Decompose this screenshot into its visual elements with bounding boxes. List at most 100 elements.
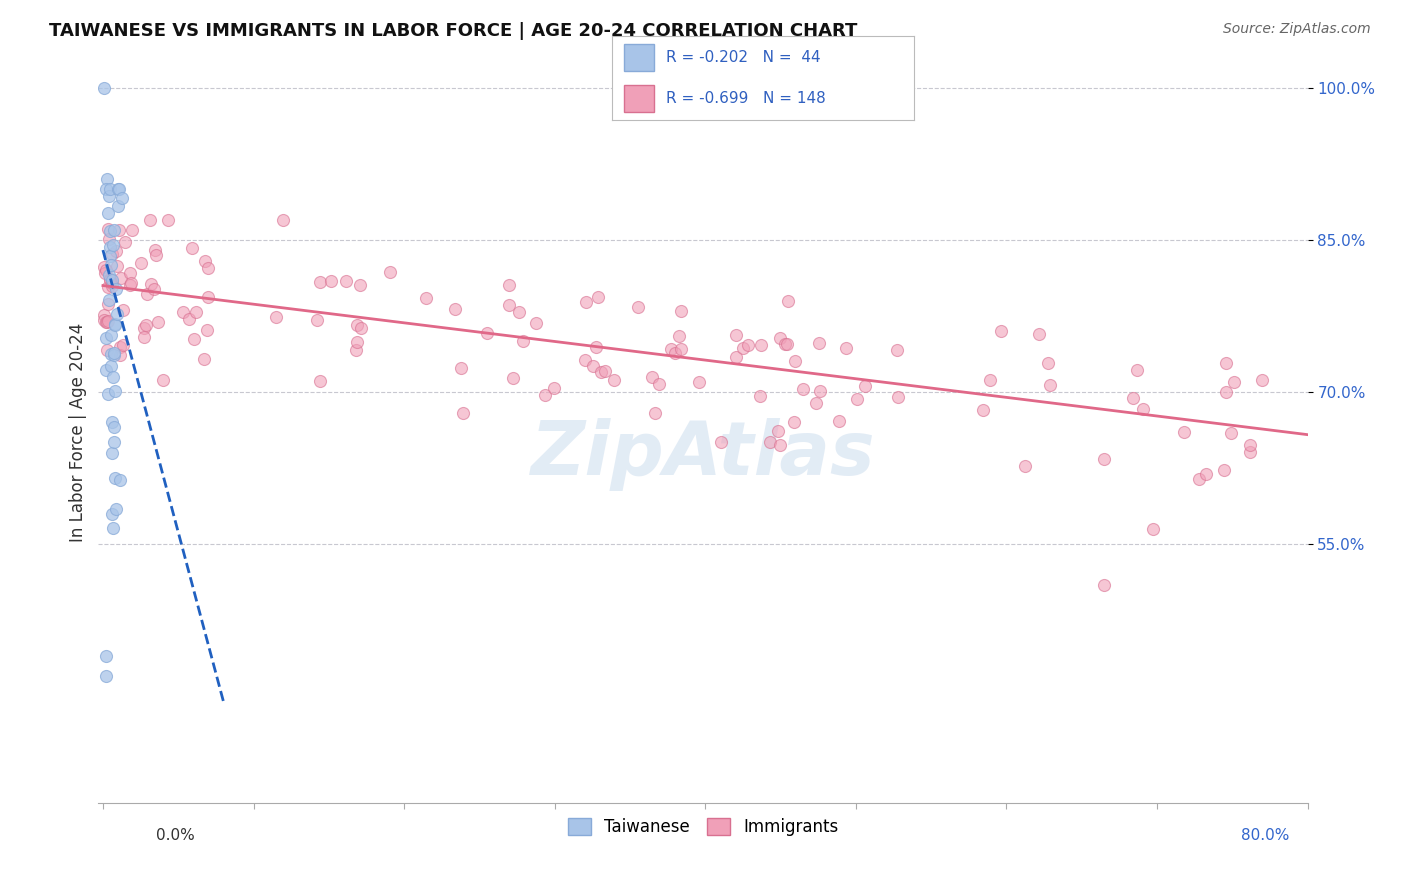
Point bbox=[450, 361, 472, 376]
Point bbox=[886, 343, 908, 358]
Point bbox=[589, 365, 612, 379]
Point bbox=[156, 212, 179, 227]
Point bbox=[96, 263, 118, 277]
Point bbox=[96, 343, 118, 357]
Point bbox=[193, 352, 215, 367]
Point bbox=[990, 324, 1012, 338]
Point bbox=[104, 470, 127, 484]
Point bbox=[108, 473, 131, 487]
Point bbox=[129, 255, 152, 269]
Point bbox=[475, 326, 498, 341]
Point bbox=[508, 305, 530, 319]
Point bbox=[98, 182, 121, 196]
Point bbox=[1195, 467, 1218, 481]
Point bbox=[758, 435, 780, 450]
Point bbox=[1212, 463, 1234, 477]
Text: Source: ZipAtlas.com: Source: ZipAtlas.com bbox=[1223, 22, 1371, 37]
Point bbox=[112, 302, 135, 317]
Point bbox=[143, 282, 166, 296]
Point bbox=[98, 188, 121, 202]
Point bbox=[1223, 375, 1246, 389]
Point bbox=[100, 359, 122, 373]
Point bbox=[97, 386, 120, 401]
Point bbox=[1251, 373, 1274, 387]
Point bbox=[1092, 578, 1115, 592]
Point bbox=[644, 406, 666, 420]
Point bbox=[103, 223, 125, 237]
Point bbox=[118, 277, 141, 292]
Point bbox=[101, 247, 124, 261]
Point bbox=[94, 362, 117, 376]
Point bbox=[669, 303, 692, 318]
Point bbox=[139, 277, 162, 291]
Point bbox=[349, 277, 371, 292]
Point bbox=[118, 266, 141, 280]
Point bbox=[143, 243, 166, 257]
Point bbox=[1239, 444, 1261, 458]
Point bbox=[335, 274, 357, 288]
Point bbox=[972, 402, 994, 417]
Point bbox=[103, 420, 125, 434]
FancyBboxPatch shape bbox=[624, 85, 654, 112]
Point bbox=[574, 352, 596, 367]
Point bbox=[1039, 377, 1062, 392]
Point bbox=[103, 348, 125, 362]
Point bbox=[502, 371, 524, 385]
Legend: Taiwanese, Immigrants: Taiwanese, Immigrants bbox=[561, 811, 845, 843]
Point bbox=[1014, 459, 1036, 474]
Point bbox=[626, 300, 648, 314]
Point bbox=[94, 669, 117, 683]
Point bbox=[533, 388, 555, 402]
Point bbox=[309, 374, 332, 388]
Point bbox=[834, 341, 856, 355]
Point bbox=[100, 507, 122, 521]
Point bbox=[846, 392, 869, 406]
Point bbox=[769, 438, 792, 452]
Point bbox=[105, 307, 128, 321]
Point bbox=[103, 434, 125, 449]
Point bbox=[104, 384, 127, 398]
Point bbox=[120, 276, 142, 290]
Point bbox=[114, 235, 136, 249]
Point bbox=[94, 182, 117, 196]
Point bbox=[853, 378, 876, 392]
Point bbox=[197, 290, 219, 304]
Text: 0.0%: 0.0% bbox=[156, 828, 195, 843]
Point bbox=[766, 424, 789, 438]
Point bbox=[307, 312, 329, 326]
Point bbox=[98, 224, 121, 238]
Point bbox=[524, 316, 547, 330]
Point bbox=[776, 294, 799, 309]
Point bbox=[731, 341, 754, 355]
Point bbox=[775, 337, 797, 351]
Point bbox=[641, 370, 664, 384]
Point bbox=[647, 377, 669, 392]
Point bbox=[100, 279, 122, 293]
Point bbox=[101, 273, 124, 287]
Point bbox=[104, 244, 127, 259]
Point bbox=[98, 272, 121, 286]
Point bbox=[94, 315, 117, 329]
Point bbox=[97, 222, 120, 236]
Point bbox=[588, 290, 610, 304]
Point bbox=[498, 298, 520, 312]
Point bbox=[979, 373, 1001, 387]
Point bbox=[1188, 472, 1211, 486]
Point bbox=[1125, 362, 1147, 376]
Point bbox=[827, 414, 849, 428]
Point bbox=[195, 323, 218, 337]
Point bbox=[94, 266, 117, 280]
Point bbox=[108, 340, 131, 354]
Point bbox=[264, 310, 287, 324]
Point bbox=[145, 248, 167, 262]
Point bbox=[1028, 327, 1050, 342]
Y-axis label: In Labor Force | Age 20-24: In Labor Force | Age 20-24 bbox=[69, 323, 87, 542]
Point bbox=[378, 265, 401, 279]
Point bbox=[172, 305, 194, 319]
Point bbox=[574, 295, 596, 310]
Point bbox=[808, 384, 831, 398]
Point bbox=[585, 340, 607, 354]
Point bbox=[350, 321, 373, 335]
Point bbox=[100, 415, 122, 429]
Point bbox=[103, 370, 125, 384]
